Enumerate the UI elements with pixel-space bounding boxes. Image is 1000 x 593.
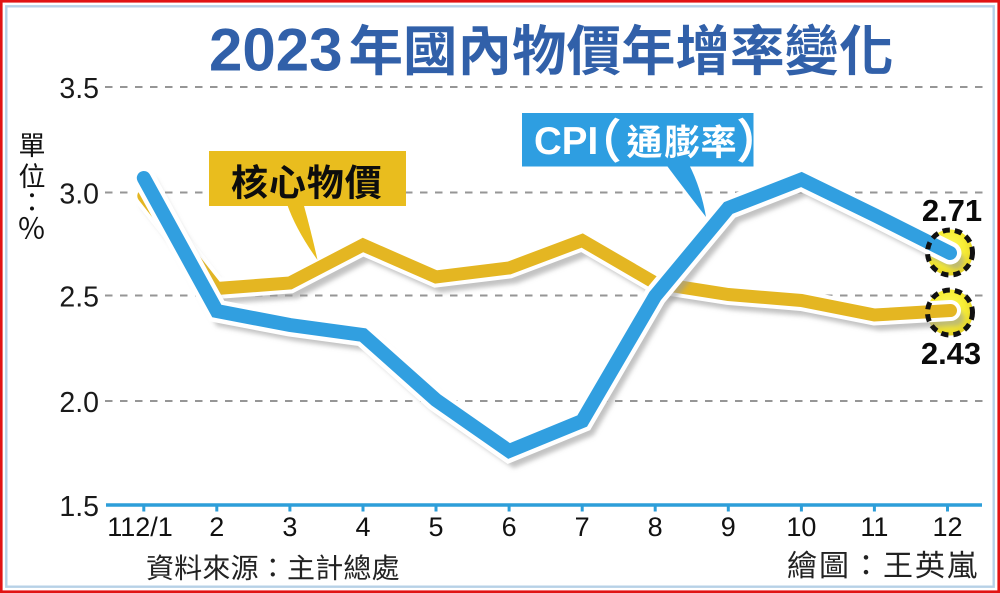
svg-text:2023: 2023 bbox=[209, 17, 342, 84]
svg-text:3.5: 3.5 bbox=[59, 73, 99, 105]
svg-text:2.0: 2.0 bbox=[59, 387, 99, 419]
svg-text:11: 11 bbox=[860, 512, 888, 542]
svg-text:1.5: 1.5 bbox=[59, 491, 99, 523]
svg-text:3.0: 3.0 bbox=[59, 179, 99, 211]
svg-text:6: 6 bbox=[502, 512, 517, 542]
svg-text:2.5: 2.5 bbox=[59, 282, 99, 314]
svg-text:8: 8 bbox=[648, 512, 663, 542]
svg-text:10: 10 bbox=[786, 512, 816, 542]
svg-text:12: 12 bbox=[932, 512, 962, 542]
svg-text:CPI: CPI bbox=[534, 120, 598, 163]
svg-text:4: 4 bbox=[355, 512, 370, 542]
svg-text:2: 2 bbox=[209, 512, 224, 542]
svg-text:5: 5 bbox=[428, 512, 443, 542]
svg-text:112/1: 112/1 bbox=[107, 512, 173, 542]
svg-text:2.43: 2.43 bbox=[921, 336, 981, 371]
svg-text:3: 3 bbox=[282, 512, 297, 542]
svg-text:7: 7 bbox=[575, 512, 590, 542]
svg-text:2.71: 2.71 bbox=[922, 193, 982, 228]
svg-text:9: 9 bbox=[721, 512, 736, 542]
